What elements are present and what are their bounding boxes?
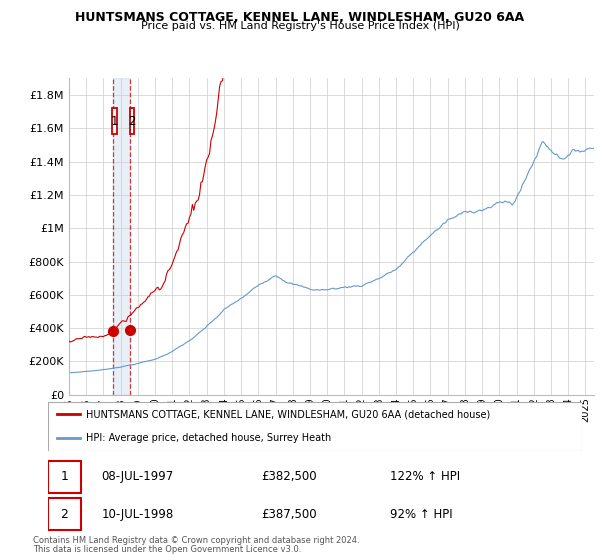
Bar xyxy=(113,78,130,395)
Text: HPI: Average price, detached house, Surrey Heath: HPI: Average price, detached house, Surr… xyxy=(86,433,332,443)
Text: 08-JUL-1997: 08-JUL-1997 xyxy=(101,470,173,483)
Text: 10-JUL-1998: 10-JUL-1998 xyxy=(101,507,173,521)
Text: Contains HM Land Registry data © Crown copyright and database right 2024.: Contains HM Land Registry data © Crown c… xyxy=(33,536,359,545)
Text: 92% ↑ HPI: 92% ↑ HPI xyxy=(390,507,452,521)
Text: 2: 2 xyxy=(128,115,136,128)
FancyBboxPatch shape xyxy=(48,402,582,451)
FancyBboxPatch shape xyxy=(48,460,81,493)
Text: This data is licensed under the Open Government Licence v3.0.: This data is licensed under the Open Gov… xyxy=(33,545,301,554)
Text: 122% ↑ HPI: 122% ↑ HPI xyxy=(390,470,460,483)
Text: 1: 1 xyxy=(61,470,68,483)
Text: £382,500: £382,500 xyxy=(262,470,317,483)
Text: HUNTSMANS COTTAGE, KENNEL LANE, WINDLESHAM, GU20 6AA (detached house): HUNTSMANS COTTAGE, KENNEL LANE, WINDLESH… xyxy=(86,409,491,419)
Text: 1: 1 xyxy=(111,115,119,128)
Text: 2: 2 xyxy=(61,507,68,521)
FancyBboxPatch shape xyxy=(48,498,81,530)
Text: Price paid vs. HM Land Registry's House Price Index (HPI): Price paid vs. HM Land Registry's House … xyxy=(140,21,460,31)
FancyBboxPatch shape xyxy=(130,108,134,134)
Text: £387,500: £387,500 xyxy=(262,507,317,521)
Text: HUNTSMANS COTTAGE, KENNEL LANE, WINDLESHAM, GU20 6AA: HUNTSMANS COTTAGE, KENNEL LANE, WINDLESH… xyxy=(76,11,524,24)
FancyBboxPatch shape xyxy=(112,108,117,134)
